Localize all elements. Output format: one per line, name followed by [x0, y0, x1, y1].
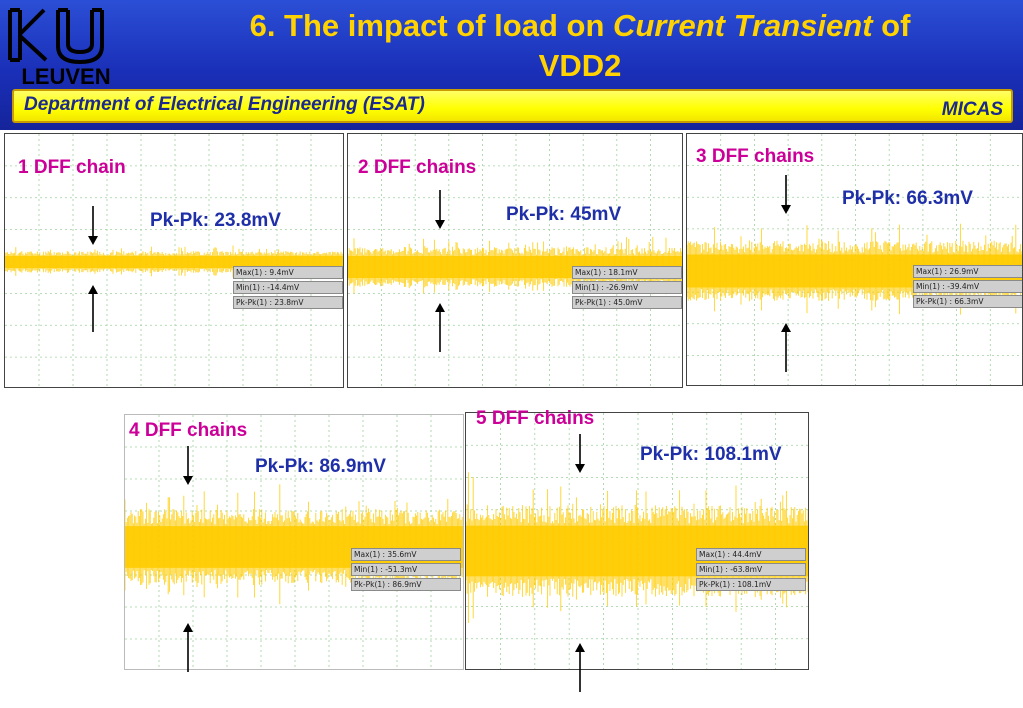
department-bar: Department of Electrical Engineering (ES… [12, 89, 1013, 123]
pk-pk-label-4: Pk-Pk: 86.9mV [255, 456, 386, 477]
waveform-trace [5, 245, 343, 278]
scope-panel-4: Max(1) : 35.6mV Min(1) : -51.3mV Pk-Pk(1… [124, 414, 464, 670]
pk-pk-label-1: Pk-Pk: 23.8mV [150, 210, 281, 231]
measurement-box-3: Max(1) : 26.9mV Min(1) : -39.4mV Pk-Pk(1… [913, 265, 1022, 310]
chain-label-5: 5 DFF chains [476, 408, 595, 429]
pkpk-readout: Pk-Pk(1) : 86.9mV [351, 578, 461, 591]
max-readout: Max(1) : 9.4mV [233, 266, 343, 279]
title-line2: VDD2 [538, 48, 622, 83]
chain-label-3: 3 DFF chains [696, 146, 815, 167]
max-readout: Max(1) : 26.9mV [913, 265, 1022, 278]
pkpk-readout: Pk-Pk(1) : 108.1mV [696, 578, 806, 591]
down-arrow-icon [575, 434, 585, 473]
min-readout: Min(1) : -14.4mV [233, 281, 343, 294]
min-readout: Min(1) : -51.3mV [351, 563, 461, 576]
min-readout: Min(1) : -26.9mV [572, 281, 682, 294]
measurement-box-1: Max(1) : 9.4mV Min(1) : -14.4mV Pk-Pk(1)… [233, 266, 343, 311]
scope-panel-5: Max(1) : 44.4mV Min(1) : -63.8mV Pk-Pk(1… [465, 412, 809, 670]
ku-leuven-logo: LEUVEN [4, 6, 122, 89]
group-name: MICAS [941, 99, 1003, 120]
down-arrow-icon [435, 190, 445, 229]
up-arrow-icon [781, 323, 791, 372]
down-arrow-icon [88, 206, 98, 245]
min-readout: Min(1) : -39.4mV [913, 280, 1022, 293]
measurement-box-2: Max(1) : 18.1mV Min(1) : -26.9mV Pk-Pk(1… [572, 266, 682, 311]
scope-screen-3 [687, 134, 1022, 385]
up-arrow-icon [435, 303, 445, 352]
up-arrow-icon [88, 285, 98, 332]
title-emphasis: Current Transient [613, 8, 873, 43]
ku-logo-mark-icon [8, 8, 104, 65]
pk-pk-label-3: Pk-Pk: 66.3mV [842, 188, 973, 209]
scope-screen-4 [125, 415, 463, 669]
max-readout: Max(1) : 35.6mV [351, 548, 461, 561]
min-readout: Min(1) : -63.8mV [696, 563, 806, 576]
pkpk-readout: Pk-Pk(1) : 66.3mV [913, 295, 1022, 308]
up-arrow-icon [575, 643, 585, 692]
pk-pk-label-2: Pk-Pk: 45mV [506, 204, 622, 225]
chain-label-4: 4 DFF chains [129, 420, 248, 441]
chain-label-2: 2 DFF chains [358, 157, 477, 178]
measurement-box-5: Max(1) : 44.4mV Min(1) : -63.8mV Pk-Pk(1… [696, 548, 806, 593]
slide-title: 6. The impact of load on Current Transie… [150, 6, 1010, 86]
max-readout: Max(1) : 44.4mV [696, 548, 806, 561]
pkpk-readout: Pk-Pk(1) : 23.8mV [233, 296, 343, 309]
logo-wordmark: LEUVEN [21, 64, 111, 89]
scope-panel-1: Max(1) : 9.4mV Min(1) : -14.4mV Pk-Pk(1)… [4, 133, 344, 388]
scope-screen-1 [5, 134, 343, 387]
measurement-box-4: Max(1) : 35.6mV Min(1) : -51.3mV Pk-Pk(1… [351, 548, 461, 593]
slide-header: LEUVEN 6. The impact of load on Current … [0, 0, 1023, 130]
up-arrow-icon [183, 623, 193, 672]
pkpk-readout: Pk-Pk(1) : 45.0mV [572, 296, 682, 309]
chain-label-1: 1 DFF chain [18, 157, 126, 178]
pk-pk-label-5: Pk-Pk: 108.1mV [640, 444, 782, 465]
scope-panel-2: Max(1) : 18.1mV Min(1) : -26.9mV Pk-Pk(1… [347, 133, 683, 388]
title-suffix: of [872, 8, 911, 43]
waveform-trace [125, 484, 463, 605]
max-readout: Max(1) : 18.1mV [572, 266, 682, 279]
down-arrow-icon [781, 175, 791, 214]
scope-panel-3: Max(1) : 26.9mV Min(1) : -39.4mV Pk-Pk(1… [686, 133, 1023, 386]
down-arrow-icon [183, 446, 193, 485]
title-prefix: 6. The impact of load on [249, 8, 613, 43]
department-name: Department of Electrical Engineering (ES… [24, 94, 425, 115]
